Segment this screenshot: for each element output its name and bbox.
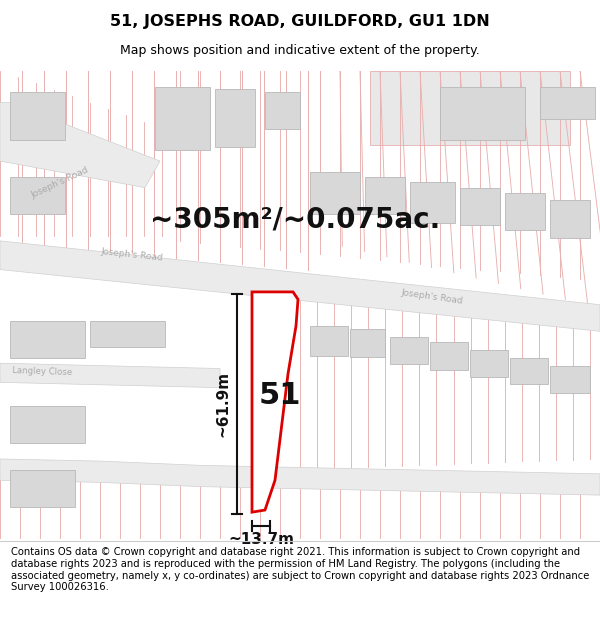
Polygon shape [505,193,545,230]
Text: 51: 51 [259,381,301,409]
Text: ~13.7m: ~13.7m [228,532,294,548]
Text: Map shows position and indicative extent of the property.: Map shows position and indicative extent… [120,44,480,57]
Polygon shape [215,89,255,148]
Text: Joseph's Road: Joseph's Road [30,165,91,199]
Polygon shape [10,321,85,358]
Polygon shape [410,182,455,222]
Polygon shape [440,87,525,140]
Text: ~305m²/~0.075ac.: ~305m²/~0.075ac. [150,206,440,234]
Polygon shape [0,459,600,495]
Polygon shape [90,321,165,348]
Polygon shape [10,469,75,507]
Text: 51, JOSEPHS ROAD, GUILDFORD, GU1 1DN: 51, JOSEPHS ROAD, GUILDFORD, GU1 1DN [110,14,490,29]
Polygon shape [540,87,595,119]
Text: ~61.9m: ~61.9m [215,371,230,438]
Polygon shape [550,201,590,238]
Text: Contains OS data © Crown copyright and database right 2021. This information is : Contains OS data © Crown copyright and d… [11,548,589,592]
Polygon shape [390,337,428,364]
Polygon shape [370,71,570,145]
Polygon shape [350,329,385,357]
Polygon shape [10,406,85,443]
Polygon shape [510,358,548,384]
Text: Langley Close: Langley Close [12,366,73,378]
Polygon shape [460,188,500,225]
Polygon shape [0,363,220,388]
Polygon shape [470,351,508,377]
Text: Joseph's Road: Joseph's Road [400,288,463,306]
Polygon shape [310,172,360,214]
Polygon shape [10,92,65,140]
Text: Joseph's Road: Joseph's Road [100,247,163,262]
Polygon shape [310,326,348,356]
Polygon shape [155,87,210,151]
Polygon shape [265,92,300,129]
Polygon shape [252,292,298,512]
Polygon shape [365,177,405,214]
Polygon shape [550,366,590,393]
Polygon shape [0,241,600,331]
Polygon shape [0,102,160,188]
Polygon shape [10,177,65,214]
Polygon shape [430,342,468,369]
Polygon shape [0,71,600,539]
